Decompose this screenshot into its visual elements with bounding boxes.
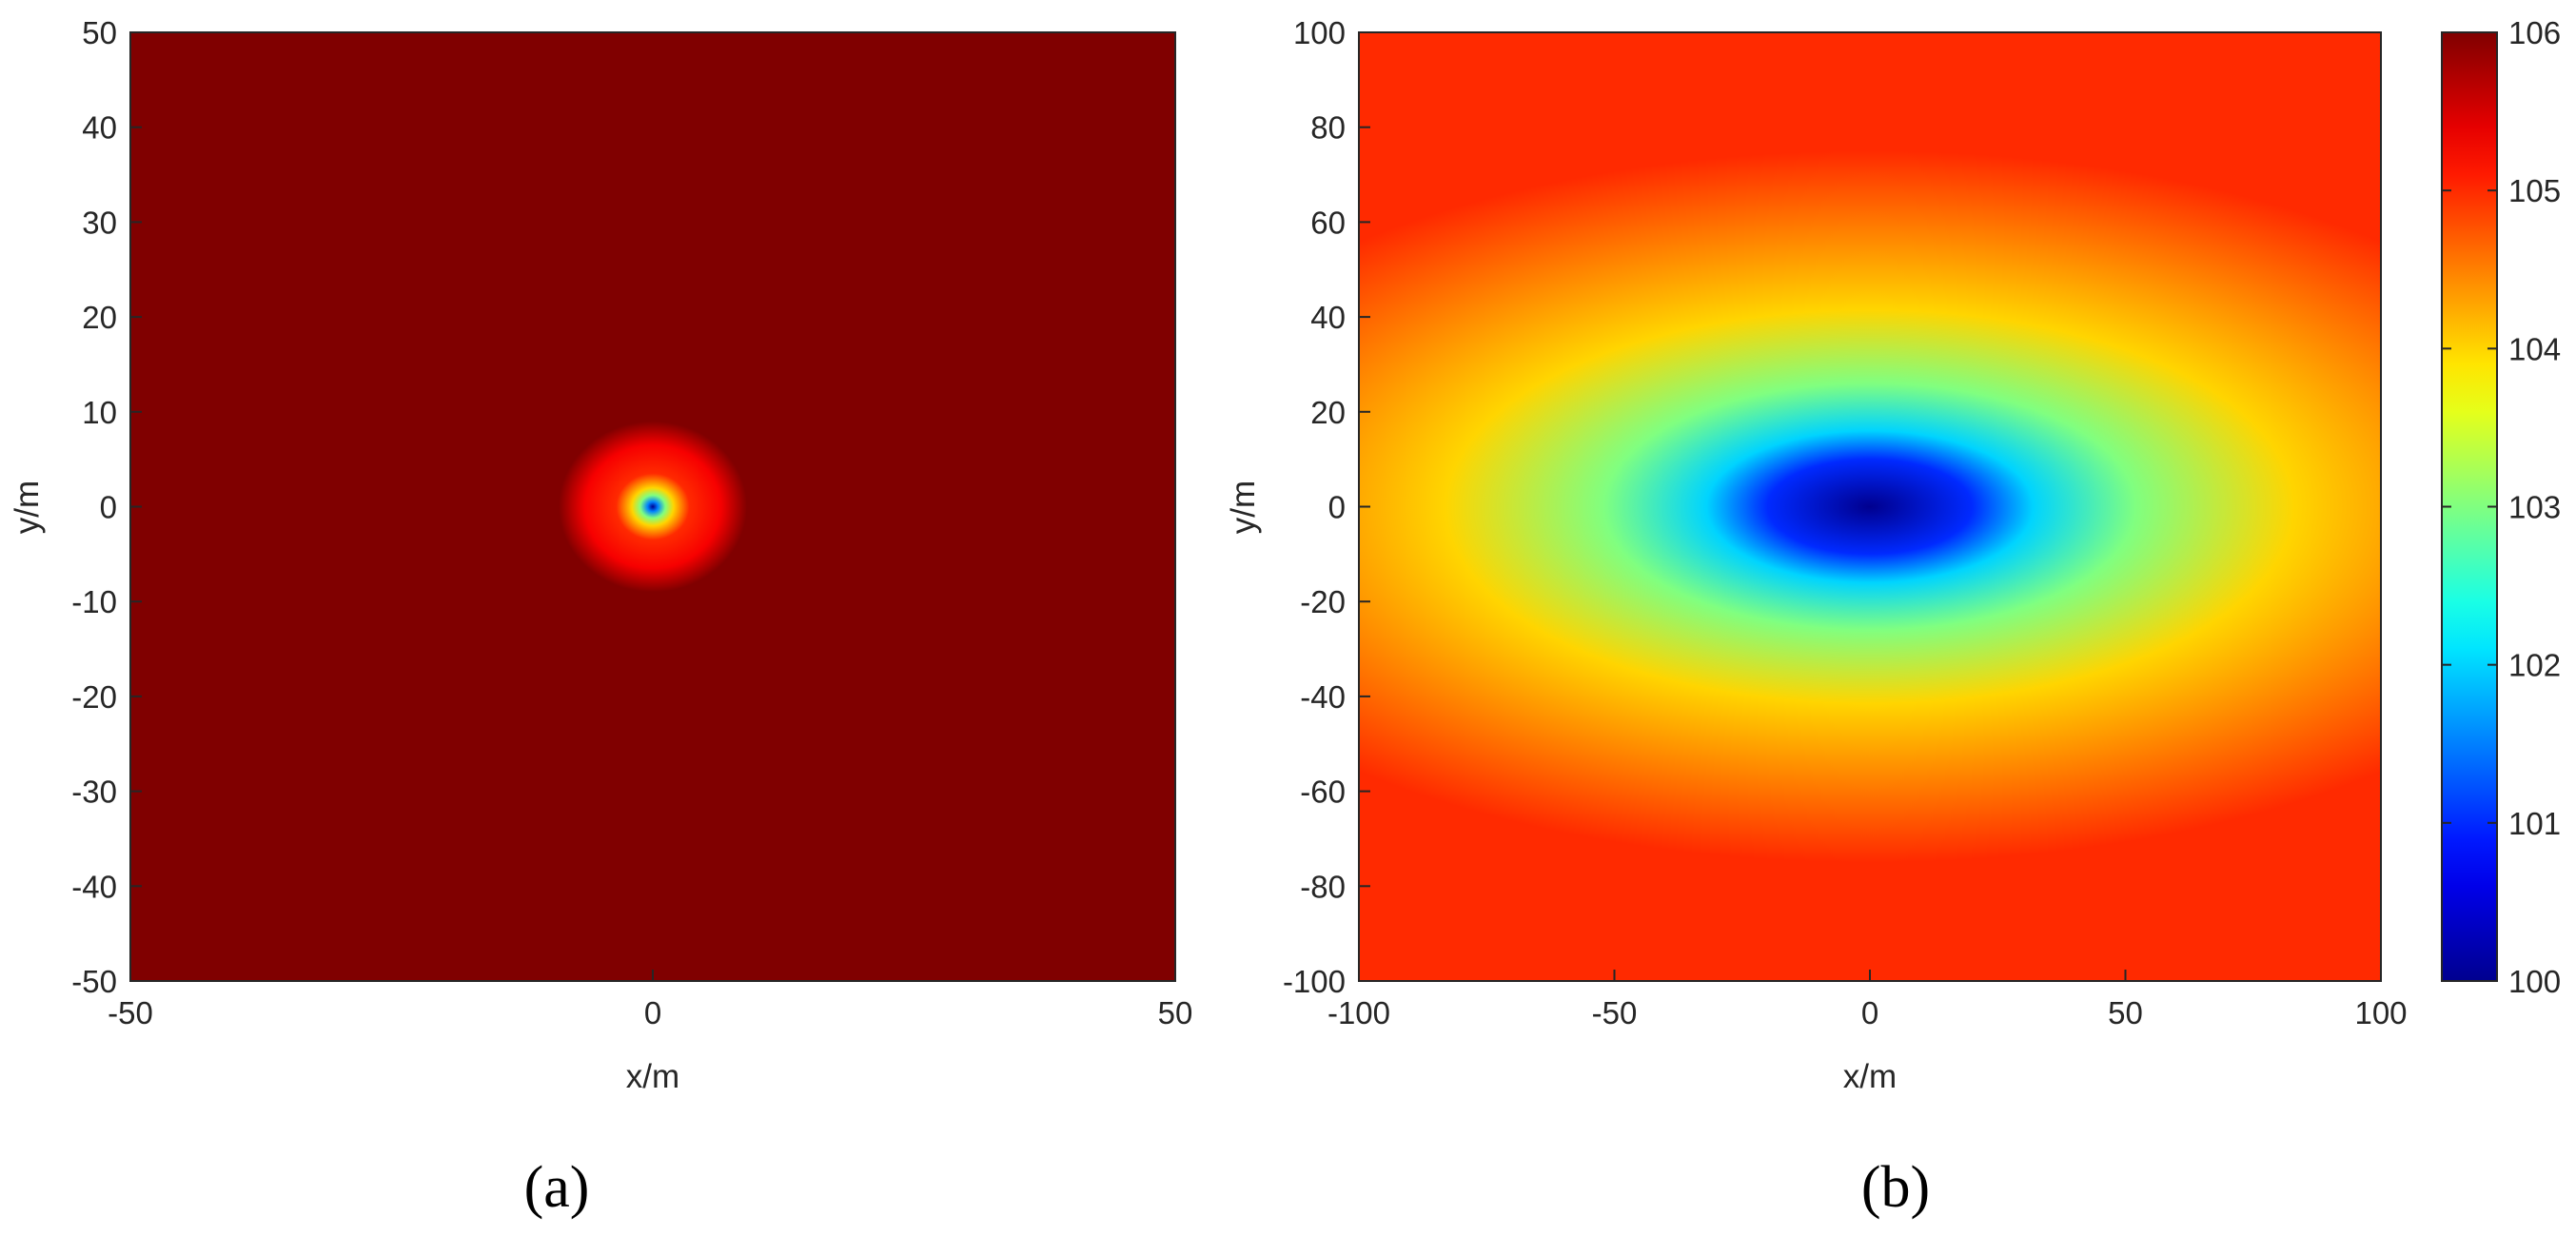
x-axis-label-a: x/m (626, 1058, 679, 1095)
colorbar-tick-label: 105 (2508, 173, 2561, 208)
panel-b: -100 -50 0 50 100 100 80 60 40 20 0 -20 -40 -60 -80 -10… (1225, 15, 2408, 1220)
axes-b-y-tick-label: 60 (1310, 205, 1346, 240)
axes-b-y-tick-label: -80 (1300, 869, 1346, 904)
axes-a-x-tick-label: 0 (644, 995, 661, 1030)
axes-a-y-tick-label: 50 (82, 15, 117, 50)
axes-b-y-tick-label: -40 (1300, 679, 1346, 715)
axes-a-y-tick-label: -40 (71, 869, 117, 904)
axes-a-y-tick-label: -10 (71, 584, 117, 619)
axes-b-x-tick-label: 50 (2108, 995, 2143, 1030)
colorbar-tick-label: 101 (2508, 806, 2561, 841)
axes-b-y-tick-label: 0 (1328, 490, 1346, 525)
axes-b-y-tick-label: 20 (1310, 395, 1346, 430)
colorbar-tick-label: 106 (2508, 15, 2561, 50)
axes-b-y-tick-label: 100 (1293, 15, 1346, 50)
colorbar-tick-label: 102 (2508, 648, 2561, 683)
heatmap-b-field (1359, 32, 2381, 981)
axes-a-y-tick-label: -30 (71, 775, 117, 810)
y-axis-label-b: y/m (1225, 481, 1262, 534)
axes-b-x-tick-label: -50 (1592, 995, 1638, 1030)
x-axis-label-b: x/m (1843, 1058, 1897, 1095)
panel-label-a: (a) (524, 1155, 590, 1220)
axes-b-y-tick-label: -20 (1300, 584, 1346, 619)
y-axis-label-a: y/m (9, 481, 46, 534)
axes-a-y-tick-label: 40 (82, 110, 117, 146)
axes-a-y-tick-label: 20 (82, 300, 117, 335)
axes-a-y-tick-label: 30 (82, 205, 117, 240)
axes-b-y-tick-label: 80 (1310, 110, 1346, 146)
axes-a-ticks: -50 0 50 50 40 30 20 10 0 -10 -20 -30 -40 -50 (71, 15, 1192, 1030)
axes-a-y-tick-label: 10 (82, 395, 117, 430)
heatmap-a-field (130, 32, 1175, 981)
axes-a-x-tick-label: 50 (1158, 995, 1193, 1030)
axes-b-x-tick-label: 100 (2354, 995, 2407, 1030)
colorbar-tick-label: 103 (2508, 490, 2561, 525)
axes-b-ticks: -100 -50 0 50 100 100 80 60 40 20 0 -20 -40 -60 -80 -10… (1283, 15, 2408, 1030)
colorbar: 106 105 104 103 102 101 100 (2441, 15, 2561, 999)
axes-a-y-tick-label: -50 (71, 964, 117, 999)
axes-b-x-tick-label: 0 (1861, 995, 1878, 1030)
panel-a: -50 0 50 50 40 30 20 10 0 -10 -20 -30 -40 -50 x/m y/m… (9, 15, 1192, 1220)
panel-label-b: (b) (1861, 1155, 1930, 1220)
colorbar-tick-label: 100 (2508, 964, 2561, 999)
axes-b-y-tick-label: 40 (1310, 300, 1346, 335)
axes-a-y-tick-label: -20 (71, 679, 117, 715)
axes-a-x-tick-label: -50 (108, 995, 153, 1030)
axes-b-y-tick-label: -100 (1283, 964, 1346, 999)
axes-b-y-tick-label: -60 (1300, 775, 1346, 810)
colorbar-ticks: 106 105 104 103 102 101 100 (2442, 15, 2561, 999)
axes-b-x-tick-label: -100 (1327, 995, 1390, 1030)
colorbar-tick-label: 104 (2508, 331, 2561, 366)
axes-a-y-tick-label: 0 (100, 490, 117, 525)
